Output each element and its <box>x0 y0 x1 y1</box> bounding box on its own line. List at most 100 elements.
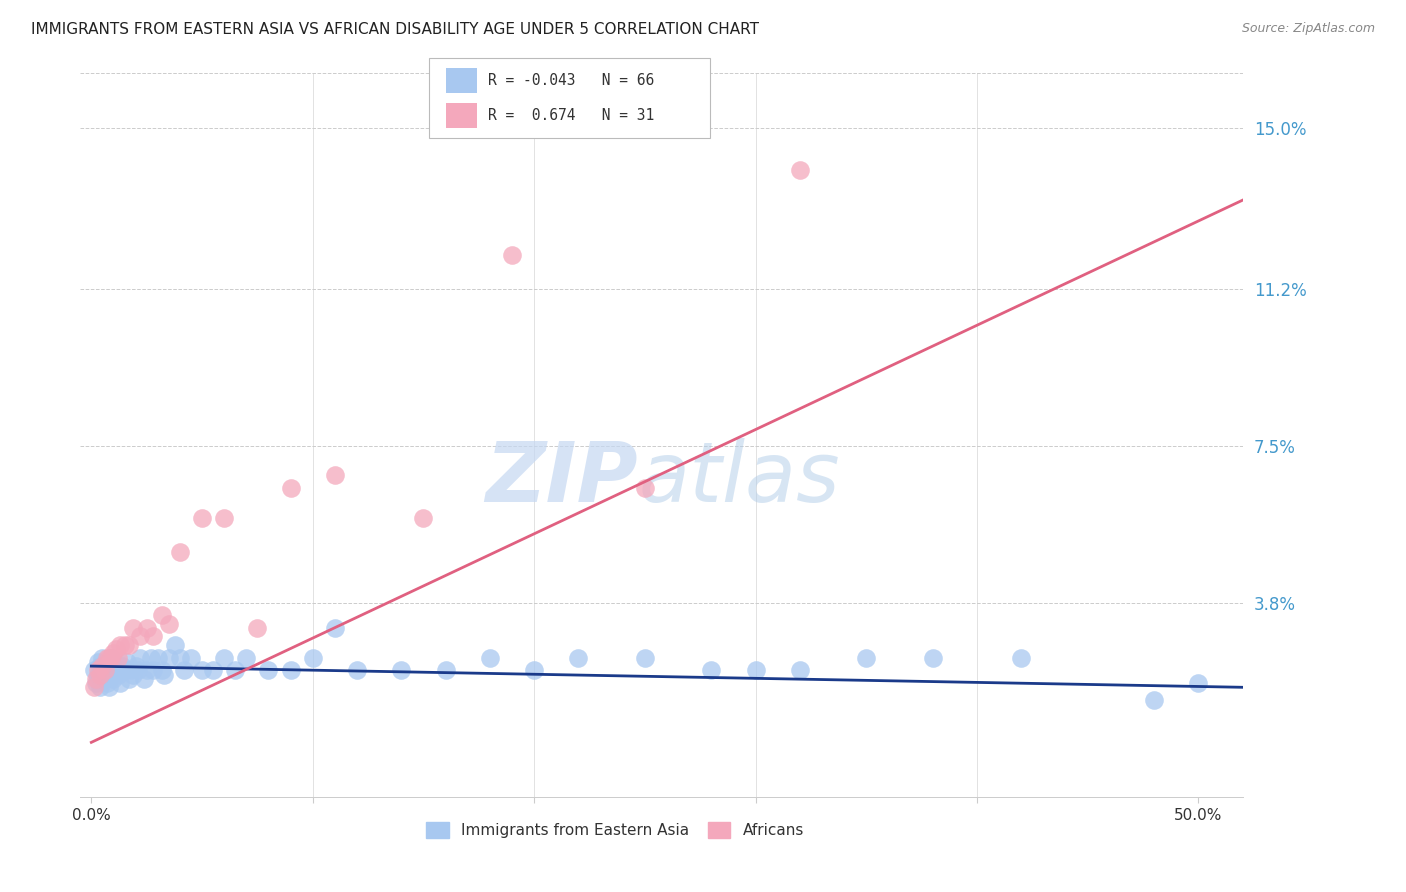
Point <box>91 650 114 665</box>
Point <box>114 664 136 678</box>
Point <box>96 655 118 669</box>
Point <box>135 664 157 678</box>
Point <box>103 672 125 686</box>
Text: atlas: atlas <box>638 438 839 519</box>
Point <box>180 650 202 665</box>
Point <box>135 621 157 635</box>
Point <box>129 650 152 665</box>
Point <box>855 650 877 665</box>
Point <box>89 667 111 681</box>
Point <box>98 681 121 695</box>
Point <box>84 676 107 690</box>
Point <box>111 659 134 673</box>
Text: ZIP: ZIP <box>485 438 638 519</box>
Point <box>93 664 115 678</box>
Point <box>389 664 412 678</box>
Point <box>634 481 657 495</box>
Point <box>93 659 115 673</box>
Point <box>501 248 523 262</box>
Point <box>567 650 589 665</box>
Point <box>789 163 811 178</box>
Point <box>744 664 766 678</box>
Point <box>96 676 118 690</box>
Point <box>150 664 173 678</box>
Text: R =  0.674   N = 31: R = 0.674 N = 31 <box>488 108 654 123</box>
Point <box>87 655 110 669</box>
Point <box>139 650 162 665</box>
Point <box>257 664 280 678</box>
Point <box>120 664 142 678</box>
Point <box>83 681 105 695</box>
Point <box>127 664 149 678</box>
Point <box>169 650 191 665</box>
Point <box>104 642 127 657</box>
Point <box>142 664 165 678</box>
Point <box>91 664 114 678</box>
Point <box>301 650 323 665</box>
Text: IMMIGRANTS FROM EASTERN ASIA VS AFRICAN DISABILITY AGE UNDER 5 CORRELATION CHART: IMMIGRANTS FROM EASTERN ASIA VS AFRICAN … <box>31 22 759 37</box>
Point <box>523 664 546 678</box>
Point <box>280 664 302 678</box>
Point <box>89 681 111 695</box>
Point <box>157 650 180 665</box>
Point <box>142 630 165 644</box>
Point <box>212 511 235 525</box>
Point <box>103 647 125 661</box>
Point <box>280 481 302 495</box>
Point <box>235 650 257 665</box>
Point <box>118 672 141 686</box>
Point <box>789 664 811 678</box>
Point <box>434 664 457 678</box>
Point <box>83 664 105 678</box>
Point <box>157 616 180 631</box>
Point <box>100 650 122 665</box>
Point <box>115 655 138 669</box>
Point <box>224 664 246 678</box>
Point <box>93 672 115 686</box>
Point <box>107 650 129 665</box>
Point <box>98 650 121 665</box>
Point <box>173 664 195 678</box>
Point <box>108 676 131 690</box>
Point <box>122 667 145 681</box>
Point <box>246 621 269 635</box>
Point <box>124 659 146 673</box>
Point <box>108 638 131 652</box>
Point <box>478 650 501 665</box>
Point <box>412 511 434 525</box>
Point <box>146 650 169 665</box>
Point <box>103 659 125 673</box>
Point <box>129 630 152 644</box>
Point <box>323 468 346 483</box>
Point <box>202 664 225 678</box>
Point <box>323 621 346 635</box>
Point <box>104 664 127 678</box>
Point <box>191 664 214 678</box>
Point <box>346 664 368 678</box>
Point <box>84 672 107 686</box>
Point <box>107 667 129 681</box>
Point <box>98 664 121 678</box>
Point <box>212 650 235 665</box>
Point <box>89 659 111 673</box>
Point <box>100 650 122 665</box>
Point <box>122 621 145 635</box>
Point <box>1010 650 1032 665</box>
Point <box>165 638 187 652</box>
Point <box>191 511 214 525</box>
Point <box>91 659 114 673</box>
Point <box>1187 676 1209 690</box>
Point <box>634 650 657 665</box>
Point <box>87 664 110 678</box>
Point <box>150 608 173 623</box>
Point <box>118 638 141 652</box>
Legend: Immigrants from Eastern Asia, Africans: Immigrants from Eastern Asia, Africans <box>420 816 810 844</box>
Point <box>100 667 122 681</box>
Point <box>114 638 136 652</box>
Point <box>134 672 156 686</box>
Point <box>169 545 191 559</box>
Text: R = -0.043   N = 66: R = -0.043 N = 66 <box>488 73 654 88</box>
Point <box>87 667 110 681</box>
Point <box>96 650 118 665</box>
Point <box>700 664 723 678</box>
